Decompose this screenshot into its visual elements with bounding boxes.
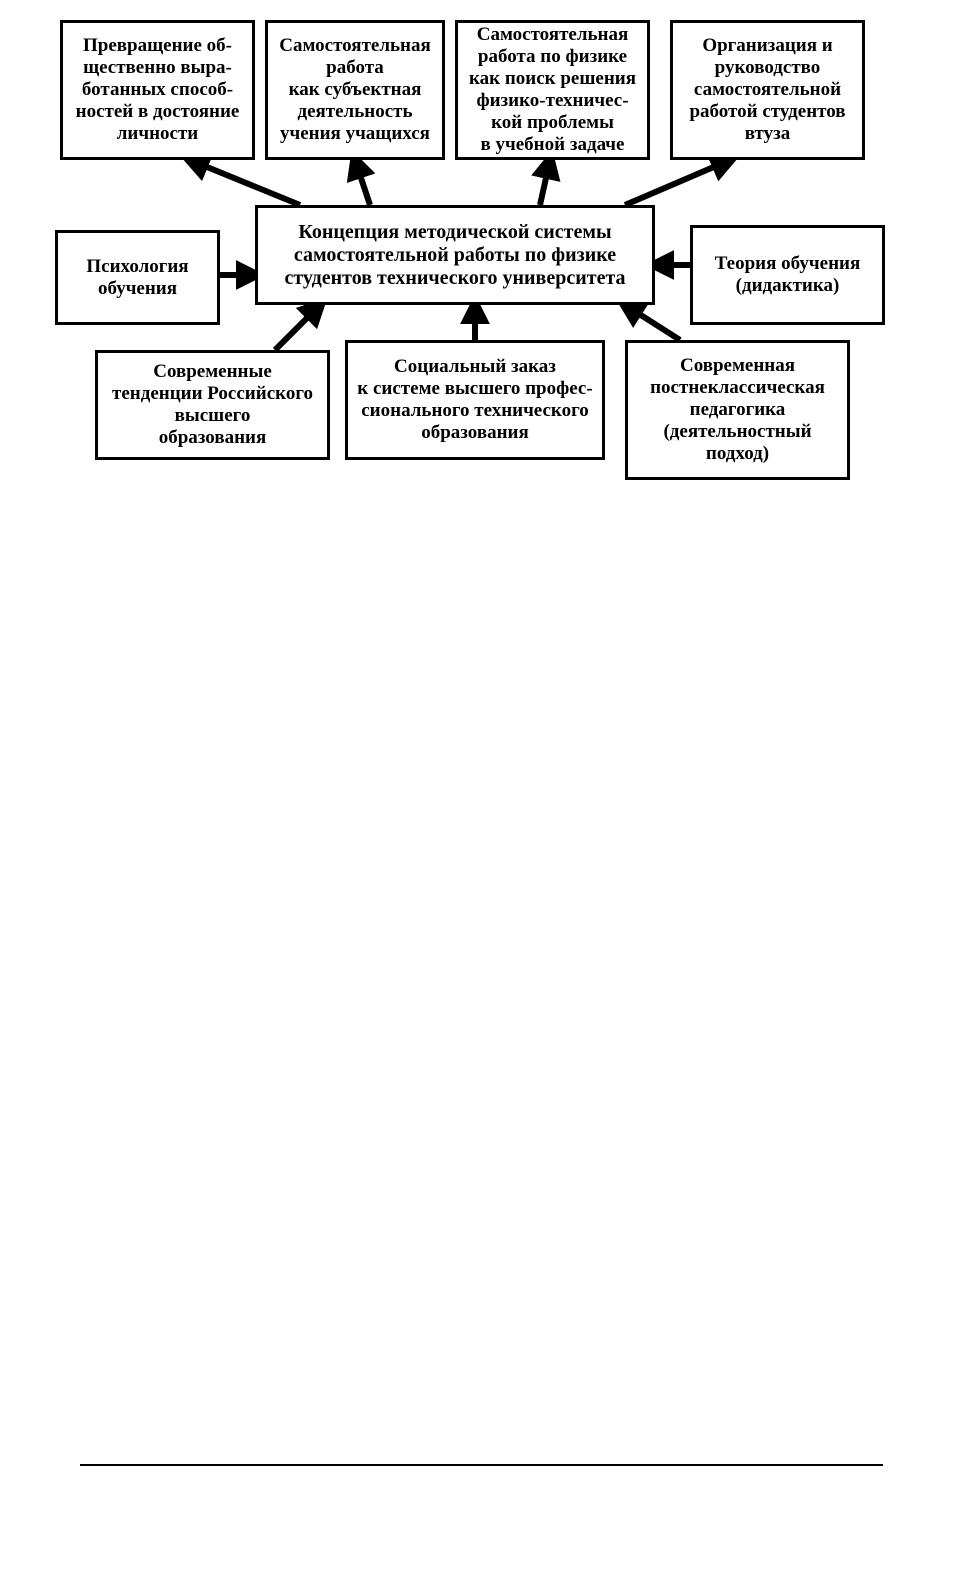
node-right: Теория обучения (дидактика) (690, 225, 885, 325)
node-left: Психология обучения (55, 230, 220, 325)
node-bot1-label: Современные тенденции Российского высшег… (112, 361, 313, 448)
node-bot1: Современные тенденции Российского высшег… (95, 350, 330, 460)
node-top1-label: Превращение об- щественно выра- ботанных… (76, 35, 240, 144)
node-right-label: Теория обучения (дидактика) (715, 253, 861, 297)
node-bot3: Современная постнеклассическая педагогик… (625, 340, 850, 480)
node-top4: Организация и руководство самостоятельно… (670, 20, 865, 160)
node-bot2-label: Социальный заказ к системе высшего профе… (357, 356, 592, 443)
node-top1: Превращение об- щественно выра- ботанных… (60, 20, 255, 160)
node-bot2: Социальный заказ к системе высшего профе… (345, 340, 605, 460)
footer-rule (80, 1464, 883, 1466)
node-bot3-label: Современная постнеклассическая педагогик… (650, 355, 825, 464)
node-top2-label: Самостоятельная работа как субъектная де… (279, 35, 431, 144)
node-center-label: Концепция методической системы самостоят… (284, 221, 625, 290)
node-top3-label: Самостоятельная работа по физике как пои… (469, 24, 636, 155)
node-left-label: Психология обучения (86, 256, 188, 300)
node-top3: Самостоятельная работа по физике как пои… (455, 20, 650, 160)
node-center: Концепция методической системы самостоят… (255, 205, 655, 305)
node-top4-label: Организация и руководство самостоятельно… (689, 35, 845, 144)
node-top2: Самостоятельная работа как субъектная де… (265, 20, 445, 160)
